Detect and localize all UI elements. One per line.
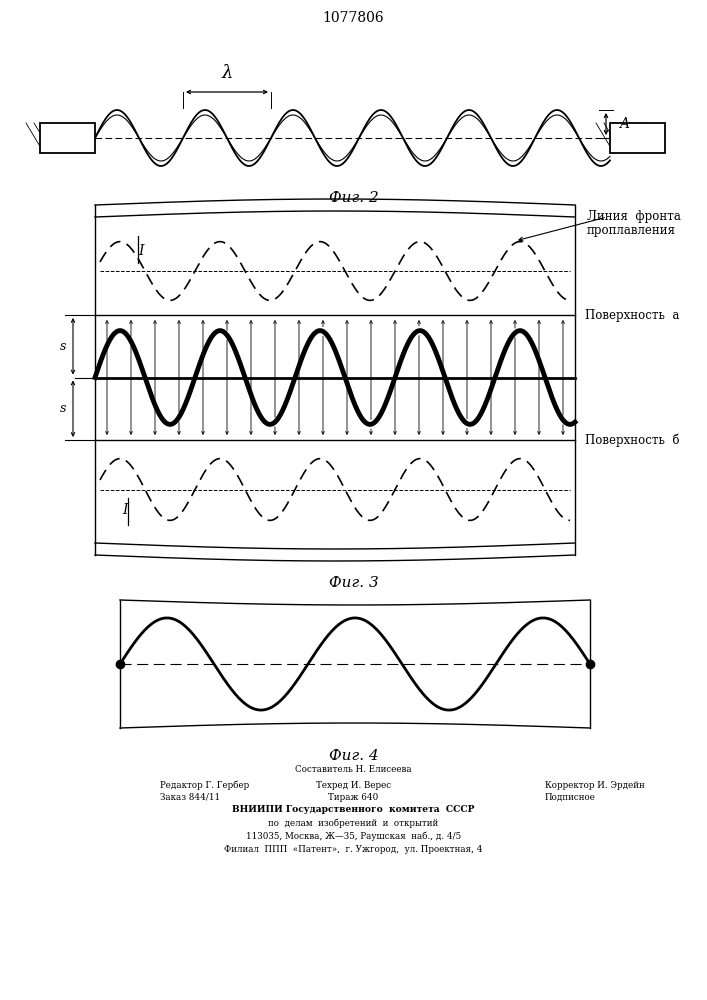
Text: 113035, Москва, Ж—35, Раушская  наб., д. 4/5: 113035, Москва, Ж—35, Раушская наб., д. … bbox=[246, 831, 461, 841]
Bar bbox=[610, 123, 665, 153]
Text: ВНИИПИ Государственного  комитета  СССР: ВНИИПИ Государственного комитета СССР bbox=[233, 806, 474, 814]
Text: s: s bbox=[60, 340, 66, 353]
Text: 1077806: 1077806 bbox=[322, 11, 385, 25]
Text: λ: λ bbox=[221, 64, 233, 82]
Text: Составитель Н. Елисеева: Составитель Н. Елисеева bbox=[296, 766, 411, 774]
Text: Фиг. 2: Фиг. 2 bbox=[329, 191, 378, 205]
Text: Тираж 640: Тираж 640 bbox=[328, 792, 379, 802]
Text: Техред И. Верес: Техред И. Верес bbox=[316, 780, 391, 790]
Text: Редактор Г. Гербер: Редактор Г. Гербер bbox=[160, 780, 250, 790]
Text: Корректор И. Эрдейн: Корректор И. Эрдейн bbox=[545, 780, 645, 790]
Text: Филиал  ППП  «Патент»,  г. Ужгород,  ул. Проектная, 4: Филиал ППП «Патент», г. Ужгород, ул. Про… bbox=[224, 844, 483, 854]
Text: I: I bbox=[138, 244, 144, 258]
Text: Фиг. 4: Фиг. 4 bbox=[329, 749, 378, 763]
Bar bbox=[40, 123, 95, 153]
Text: Поверхность  б: Поверхность б bbox=[585, 433, 679, 447]
Text: Фиг. 3: Фиг. 3 bbox=[329, 576, 378, 590]
Text: s: s bbox=[60, 402, 66, 415]
Text: I: I bbox=[122, 502, 128, 516]
Text: по  делам  изобретений  и  открытий: по делам изобретений и открытий bbox=[269, 818, 438, 828]
Text: Линия  фронта: Линия фронта bbox=[587, 210, 681, 223]
Text: A: A bbox=[619, 117, 629, 131]
Text: проплавления: проплавления bbox=[587, 224, 676, 237]
Text: Заказ 844/11: Заказ 844/11 bbox=[160, 792, 220, 802]
Text: Поверхность  a: Поверхность a bbox=[585, 308, 679, 322]
Text: Подписное: Подписное bbox=[545, 792, 596, 802]
